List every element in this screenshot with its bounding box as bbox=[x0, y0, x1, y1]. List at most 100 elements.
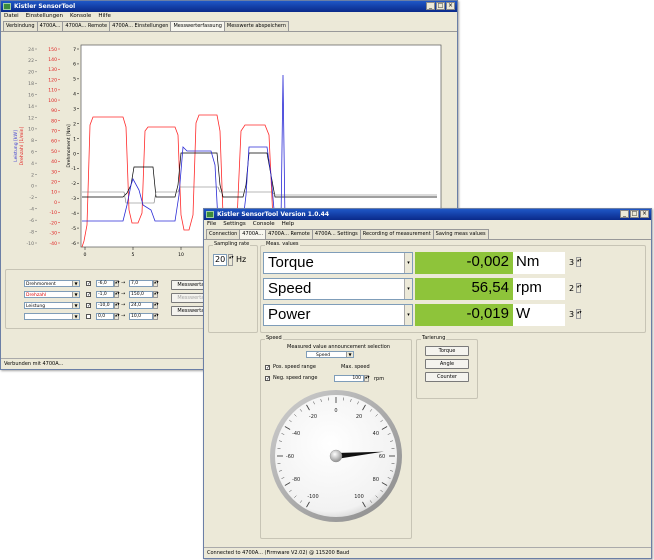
gauge-tick bbox=[320, 398, 322, 402]
tab-saving[interactable]: Saving meas values bbox=[432, 229, 489, 239]
announcement-selection-dropdown[interactable]: Speed ▼ bbox=[306, 351, 354, 358]
tab-messwerte-abspeichern[interactable]: Messwerte abspeichern bbox=[223, 21, 289, 31]
channel-select[interactable]: Drehzahl ▼ bbox=[24, 291, 80, 298]
black-tick-label: 3 bbox=[73, 106, 76, 112]
meas-unit: W bbox=[513, 304, 565, 326]
meas-decimals-spinner[interactable]: ▲▼ bbox=[576, 257, 582, 267]
meas-decimals[interactable]: 3 bbox=[569, 310, 575, 319]
tab-4700a-remote[interactable]: 4700A... Remote bbox=[265, 229, 313, 239]
chevron-down-icon[interactable]: ▼ bbox=[72, 292, 79, 297]
meas-decimals[interactable]: 3 bbox=[569, 258, 575, 267]
gauge-needle bbox=[335, 451, 384, 459]
chevron-down-icon[interactable]: ▾ bbox=[404, 253, 412, 273]
meas-decimals-spinner[interactable]: ▲▼ bbox=[576, 283, 582, 293]
x-tick-label: 10 bbox=[178, 252, 184, 258]
channel-enabled-checkbox[interactable]: ✓ bbox=[86, 281, 92, 287]
red-tick-label: 140 bbox=[48, 57, 57, 63]
channel-max-spinner[interactable]: ▲▼ bbox=[153, 302, 159, 309]
tare-counter-button[interactable]: Counter bbox=[425, 372, 469, 382]
gray-tick-label: 22 bbox=[28, 58, 34, 64]
menu-konsole[interactable]: Konsole bbox=[69, 13, 92, 19]
channel-max-spinner[interactable]: ▲▼ bbox=[153, 280, 159, 287]
menu-file[interactable]: File bbox=[207, 221, 217, 227]
chevron-down-icon[interactable]: ▼ bbox=[346, 352, 353, 357]
maximize-icon[interactable]: □ bbox=[436, 2, 445, 10]
channel-min-input[interactable]: -10,0 bbox=[96, 302, 114, 309]
menu-einstellungen[interactable]: Einstellungen bbox=[25, 13, 63, 19]
channel-select[interactable]: Drehmoment ▼ bbox=[24, 280, 80, 287]
channel-enabled-checkbox[interactable]: ✓ bbox=[86, 292, 92, 298]
channel-enabled-checkbox[interactable]: ✓ bbox=[86, 303, 92, 309]
tab-4700a-settings[interactable]: 4700A... Settings bbox=[311, 229, 361, 239]
tab-4700a[interactable]: 4700A... bbox=[36, 21, 64, 31]
chevron-down-icon[interactable]: ▼ bbox=[72, 303, 79, 308]
announcement-selection-label: Measured value announcement selection bbox=[287, 344, 391, 350]
menu-hilfe[interactable]: Hilfe bbox=[98, 13, 111, 19]
channel-enabled-checkbox[interactable] bbox=[86, 314, 91, 319]
menu-datei[interactable]: Datei bbox=[4, 13, 19, 19]
tab-recording[interactable]: Recording of measurement bbox=[359, 229, 434, 239]
channel-max-input[interactable]: 10,0 bbox=[129, 313, 153, 320]
channel-min-spinner[interactable]: ▲▼ bbox=[114, 313, 120, 320]
gray-axis-label: Leistung [kW] bbox=[13, 130, 19, 162]
maximize-icon[interactable]: □ bbox=[630, 210, 639, 218]
chevron-down-icon[interactable]: ▾ bbox=[404, 305, 412, 325]
channel-min-input[interactable]: -1,0 bbox=[96, 291, 114, 298]
tab-connection[interactable]: Connection bbox=[206, 229, 241, 239]
pos-speed-range-checkbox[interactable]: ✓ bbox=[265, 365, 271, 371]
channel-name: Drehmoment bbox=[26, 282, 56, 287]
channel-max-spinner[interactable]: ▲▼ bbox=[153, 291, 159, 298]
back-title-bar[interactable]: Kistler SensorTool _ □ × bbox=[1, 1, 457, 12]
menu-console[interactable]: Console bbox=[252, 221, 275, 227]
channel-min-input[interactable]: 0,0 bbox=[96, 313, 114, 320]
minimize-icon[interactable]: _ bbox=[426, 2, 435, 10]
meas-name-select[interactable]: Torque ▾ bbox=[263, 252, 413, 274]
meas-name: Torque bbox=[268, 254, 314, 271]
sampling-rate-spinner[interactable]: ▲▼ bbox=[228, 254, 234, 266]
chevron-down-icon[interactable]: ▼ bbox=[72, 281, 79, 286]
channel-max-input[interactable]: 7,0 bbox=[129, 280, 153, 287]
minimize-icon[interactable]: _ bbox=[620, 210, 629, 218]
channel-min-spinner[interactable]: ▲▼ bbox=[114, 291, 120, 298]
close-icon[interactable]: × bbox=[640, 210, 649, 218]
front-title-bar[interactable]: Kistler SensorTool Version 1.0.44 _ □ × bbox=[204, 209, 651, 220]
tab-messwerterfassung[interactable]: Messwerterfassung bbox=[170, 21, 225, 31]
menu-settings[interactable]: Settings bbox=[223, 221, 246, 227]
torque-trace bbox=[82, 152, 437, 198]
channel-select[interactable]: Leistung ▼ bbox=[24, 302, 80, 309]
channel-max-input[interactable]: 150,0 bbox=[129, 291, 153, 298]
announcement-selection-value: Speed bbox=[316, 353, 331, 358]
tare-torque-button[interactable]: Torque bbox=[425, 346, 469, 356]
neg-speed-range-checkbox[interactable]: ✓ bbox=[265, 376, 271, 382]
back-status-text: Verbunden mit 4700A... bbox=[4, 361, 64, 367]
tare-angle-button[interactable]: Angle bbox=[425, 359, 469, 369]
channel-min-input[interactable]: -6,0 bbox=[96, 280, 114, 287]
channel-select[interactable]: ▼ bbox=[24, 313, 80, 320]
sampling-rate-input[interactable]: 20 bbox=[213, 254, 227, 266]
sampling-rate-unit: Hz bbox=[236, 255, 247, 264]
channel-min-spinner[interactable]: ▲▼ bbox=[114, 302, 120, 309]
meas-decimals[interactable]: 2 bbox=[569, 284, 575, 293]
channel-max-spinner[interactable]: ▲▼ bbox=[153, 313, 159, 320]
max-speed-spinner[interactable]: ▲▼ bbox=[364, 375, 370, 382]
channel-min-spinner[interactable]: ▲▼ bbox=[114, 280, 120, 287]
tab-verbindung[interactable]: Verbindung bbox=[3, 21, 38, 31]
meas-name-select[interactable]: Speed ▾ bbox=[263, 278, 413, 300]
chevron-down-icon[interactable]: ▾ bbox=[404, 279, 412, 299]
meas-decimals-spinner[interactable]: ▲▼ bbox=[576, 309, 582, 319]
tab-4700a-einstellungen[interactable]: 4700A... Einstellungen bbox=[109, 21, 172, 31]
chevron-down-icon[interactable]: ▼ bbox=[72, 314, 79, 319]
menu-help[interactable]: Help bbox=[281, 221, 295, 227]
meas-name-select[interactable]: Power ▾ bbox=[263, 304, 413, 326]
tab-4700a[interactable]: 4700A... bbox=[239, 229, 267, 239]
range-arrow-icon: → bbox=[121, 280, 126, 286]
channel-max-input[interactable]: 24,0 bbox=[129, 302, 153, 309]
close-icon[interactable]: × bbox=[446, 2, 455, 10]
black-tick-label: -4 bbox=[71, 211, 76, 217]
max-speed-input[interactable]: 100 bbox=[334, 375, 364, 382]
gauge-tick-label: 60 bbox=[379, 454, 385, 460]
gauge-tick bbox=[362, 404, 366, 411]
gray-tick-label: 0 bbox=[31, 184, 34, 190]
red-tick-label: -10 bbox=[49, 210, 57, 216]
tab-4700a-remote[interactable]: 4700A... Remote bbox=[62, 21, 111, 31]
